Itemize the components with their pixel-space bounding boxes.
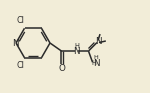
Text: H: H [93,55,98,60]
Text: N: N [73,46,80,56]
Text: Cl: Cl [16,61,24,70]
Text: O: O [58,64,65,73]
Text: N: N [93,59,100,68]
Text: H: H [74,43,79,49]
Text: Cl: Cl [16,16,24,25]
Text: N: N [95,37,101,46]
Text: N: N [12,39,18,48]
Text: H: H [91,60,96,66]
